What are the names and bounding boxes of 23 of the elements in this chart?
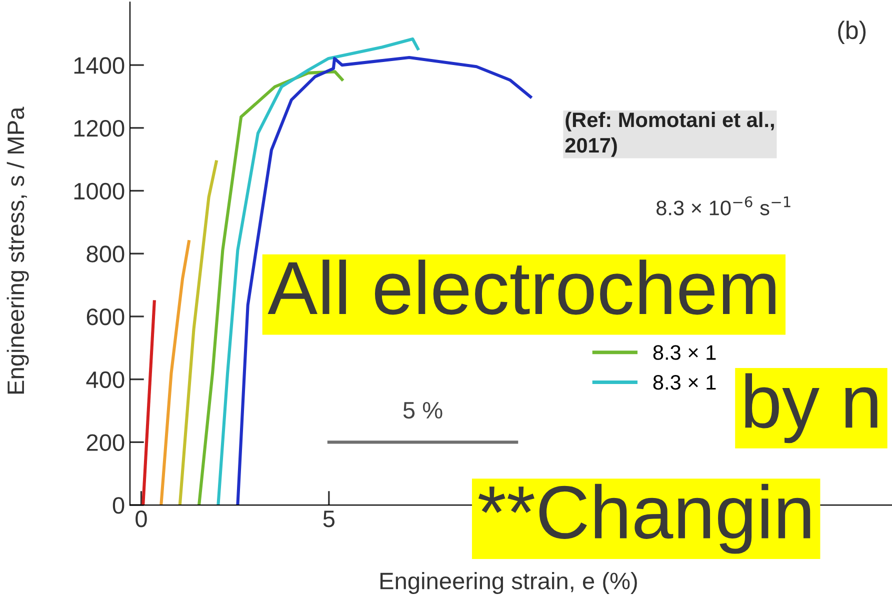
y-axis-title: Engineering stress, s / MPa bbox=[6, 106, 29, 394]
y-tick-label: 200 bbox=[86, 434, 124, 451]
annotation: (b) bbox=[838, 20, 866, 44]
annotation: All electrochem bbox=[268, 260, 776, 315]
annotation: 8.3 × 10$^{−6}$ s$^{−1}$ bbox=[656, 196, 790, 216]
y-tick-label: 800 bbox=[86, 246, 124, 262]
y-tick-label: 1400 bbox=[74, 57, 124, 74]
x-tick-label: 5 bbox=[323, 510, 334, 528]
y-tick-label: 1200 bbox=[74, 120, 124, 137]
line-series bbox=[198, 70, 344, 506]
legend-label: 8.3 × 1 bbox=[653, 375, 716, 390]
y-tick-label: 0 bbox=[112, 497, 124, 514]
annotation: **Changin bbox=[478, 484, 810, 554]
line-series bbox=[178, 160, 218, 506]
annotation: (Ref: Momotani et al., 2017) bbox=[565, 112, 774, 157]
legend-label: 8.3 × 1 bbox=[653, 345, 716, 360]
annotation: 5 % bbox=[403, 402, 442, 419]
annotation: by n bbox=[745, 373, 878, 444]
x-axis-title: Engineering strain, e (%) bbox=[380, 572, 637, 594]
y-tick-label: 400 bbox=[86, 371, 124, 388]
y-tick-label: 600 bbox=[86, 308, 124, 326]
line-series bbox=[160, 240, 190, 506]
y-tick-label: 1000 bbox=[74, 182, 124, 200]
